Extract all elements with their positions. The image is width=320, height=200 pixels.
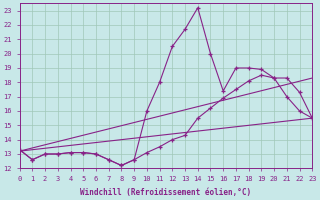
X-axis label: Windchill (Refroidissement éolien,°C): Windchill (Refroidissement éolien,°C) — [80, 188, 252, 197]
